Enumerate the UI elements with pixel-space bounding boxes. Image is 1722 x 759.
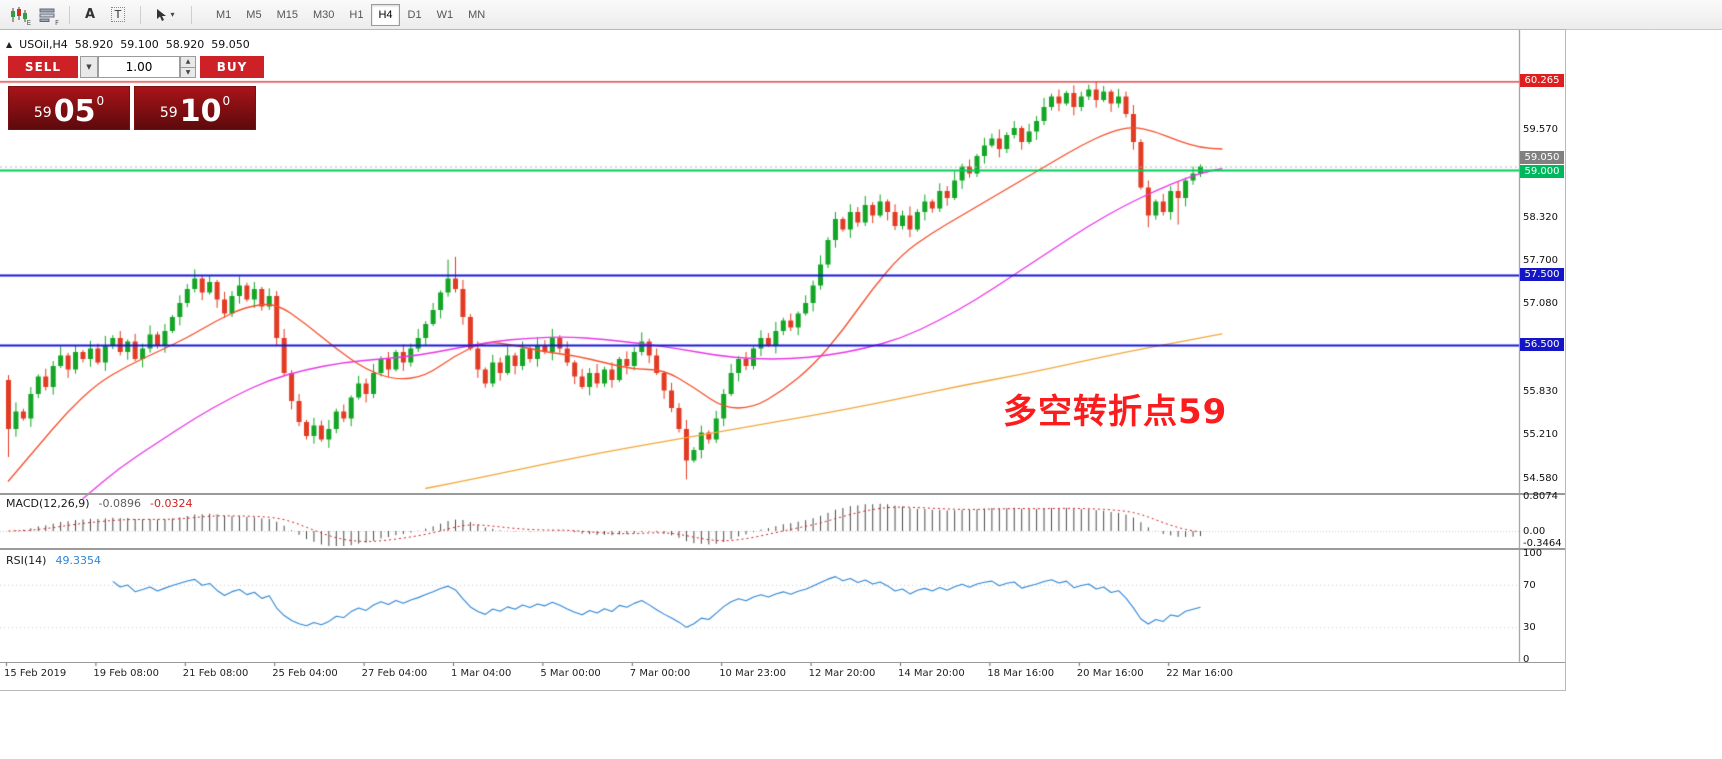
buy-price-pips: 10 xyxy=(179,94,222,129)
sell-price-whole: 59 xyxy=(33,105,52,121)
volume-decrease-button[interactable]: ▼ xyxy=(180,67,196,78)
price-axis-tick: 54.580 xyxy=(1523,473,1558,485)
time-axis-label: 18 Mar 16:00 xyxy=(987,668,1055,679)
buy-price-whole: 59 xyxy=(159,105,178,121)
time-axis-label: 22 Mar 16:00 xyxy=(1166,668,1233,679)
buy-price-fraction: 0 xyxy=(222,94,231,108)
text-tool-glyph: T xyxy=(110,7,126,22)
price-tiles: 59 05 0 59 10 0 xyxy=(8,86,264,130)
timeframe-h4-button[interactable]: H4 xyxy=(371,3,400,26)
pane-separator-rsi[interactable] xyxy=(0,548,1565,550)
price-axis-tick: 59.570 xyxy=(1523,124,1558,136)
pane-separator-macd[interactable] xyxy=(0,493,1565,495)
toolbar: E F A T ▾ M1 M5 M15 M30 H1 H4 D1 W1 MN xyxy=(0,0,1722,30)
toolbar-separator xyxy=(69,5,70,24)
timeframe-m15-button[interactable]: M15 xyxy=(270,4,305,26)
rsi-axis-label: 30 xyxy=(1523,622,1536,634)
price-axis-tag: 60.265 xyxy=(1520,74,1564,88)
bar-open-value: 58.920 xyxy=(74,38,114,51)
time-axis-label: 19 Feb 08:00 xyxy=(93,668,159,679)
trade-panel: SELL ▼ 1.00 ▲ ▼ BUY 59 05 0 59 10 0 xyxy=(8,56,264,130)
time-axis-label: 25 Feb 04:00 xyxy=(272,668,338,679)
chart-header: ▲ USOil,H4 58.920 59.100 58.920 59.050 xyxy=(6,38,250,51)
price-axis-tag: 56.500 xyxy=(1520,338,1564,351)
order-row: SELL ▼ 1.00 ▲ ▼ BUY xyxy=(8,56,264,78)
macd-signal-value: -0.0324 xyxy=(150,497,193,510)
sell-price-fraction: 0 xyxy=(96,94,105,108)
price-axis-tick: 55.210 xyxy=(1523,429,1558,441)
macd-axis-label: -0.3464 xyxy=(1523,538,1562,549)
price-axis-tick: 55.830 xyxy=(1523,385,1558,397)
price-axis-tick: 58.320 xyxy=(1523,211,1558,223)
sell-price-pips: 05 xyxy=(53,94,96,129)
price-axis-tick: 57.080 xyxy=(1523,298,1558,310)
macd-label-row: MACD(12,26,9) -0.0896 -0.0324 xyxy=(6,497,192,510)
time-axis-label: 12 Mar 20:00 xyxy=(808,668,876,679)
volume-dropdown-button[interactable]: ▼ xyxy=(80,56,98,78)
macd-axis-label: 0.8074 xyxy=(1523,491,1558,502)
sell-button[interactable]: SELL xyxy=(8,56,78,78)
rsi-axis-label: 100 xyxy=(1523,548,1543,559)
time-axis-separator xyxy=(0,662,1565,663)
toolbar-separator xyxy=(191,5,192,24)
price-axis-tag: 57.500 xyxy=(1520,268,1564,281)
cursor-tool-button[interactable]: ▾ xyxy=(148,3,182,27)
chart-type-candles-icon[interactable]: E xyxy=(6,3,32,27)
volume-input[interactable]: 1.00 xyxy=(98,56,180,78)
macd-main-value: -0.0896 xyxy=(98,497,142,510)
timeframe-group: M1 M5 M15 M30 H1 H4 D1 W1 MN xyxy=(209,3,493,26)
time-axis-label: 27 Feb 04:00 xyxy=(361,668,428,679)
time-axis-label: 14 Mar 20:00 xyxy=(898,668,965,679)
time-axis-label: 7 Mar 00:00 xyxy=(629,668,691,679)
volume-increase-button[interactable]: ▲ xyxy=(180,56,196,68)
rsi-label-row: RSI(14) 49.3354 xyxy=(6,554,101,567)
chevron-down-icon: ▾ xyxy=(170,10,175,19)
text-tool-button[interactable]: T xyxy=(105,3,131,27)
toolbar-separator xyxy=(140,5,141,24)
indicator-list-icon[interactable]: F xyxy=(34,3,60,27)
text-label-tool-glyph: A xyxy=(84,7,96,22)
timeframe-m30-button[interactable]: M30 xyxy=(306,4,341,26)
icon-sub-label: F xyxy=(54,18,59,27)
buy-price-tile[interactable]: 59 10 0 xyxy=(134,86,256,130)
timeframe-m1-button[interactable]: M1 xyxy=(209,4,238,26)
macd-name: MACD(12,26,9) xyxy=(6,497,90,510)
volume-stepper: ▲ ▼ xyxy=(180,56,196,78)
bar-low-value: 58.920 xyxy=(165,38,205,51)
chart-annotation-text: 多空转折点59 xyxy=(1003,392,1228,432)
trade-panel-toggle[interactable]: ▲ xyxy=(6,40,13,49)
price-chart-canvas[interactable] xyxy=(0,30,1565,690)
time-axis-label: 10 Mar 23:00 xyxy=(719,668,786,679)
price-axis-tag: 59.000 xyxy=(1520,165,1564,178)
price-axis-tick: 57.700 xyxy=(1523,255,1558,266)
rsi-axis-label: 0 xyxy=(1523,654,1530,665)
chart-window: ▲ USOil,H4 58.920 59.100 58.920 59.050 S… xyxy=(0,29,1566,691)
timeframe-w1-button[interactable]: W1 xyxy=(430,4,461,26)
buy-button[interactable]: BUY xyxy=(200,56,264,78)
icon-sub-label: E xyxy=(26,18,31,27)
bar-close-value: 59.050 xyxy=(211,38,250,51)
timeframe-mn-button[interactable]: MN xyxy=(461,4,492,26)
rsi-value: 49.3354 xyxy=(55,554,101,567)
time-axis-label: 20 Mar 16:00 xyxy=(1076,668,1144,679)
macd-axis-label: 0.00 xyxy=(1523,526,1546,537)
symbol-timeframe-label: USOil,H4 xyxy=(19,38,68,51)
timeframe-d1-button[interactable]: D1 xyxy=(401,4,429,26)
rsi-name: RSI(14) xyxy=(6,554,47,567)
text-label-tool-button[interactable]: A xyxy=(77,3,103,27)
sell-price-tile[interactable]: 59 05 0 xyxy=(8,86,130,130)
timeframe-h1-button[interactable]: H1 xyxy=(342,4,370,26)
rsi-axis-label: 70 xyxy=(1523,579,1536,591)
time-axis-label: 1 Mar 04:00 xyxy=(451,668,512,679)
time-axis-label: 15 Feb 2019 xyxy=(4,668,67,679)
price-axis-tag: 59.050 xyxy=(1520,150,1564,164)
time-axis-label: 5 Mar 00:00 xyxy=(540,668,601,679)
chevron-down-icon: ▼ xyxy=(86,63,92,71)
timeframe-m5-button[interactable]: M5 xyxy=(239,4,268,26)
time-axis-label: 21 Feb 08:00 xyxy=(182,668,249,679)
bar-high-value: 59.100 xyxy=(120,38,159,51)
